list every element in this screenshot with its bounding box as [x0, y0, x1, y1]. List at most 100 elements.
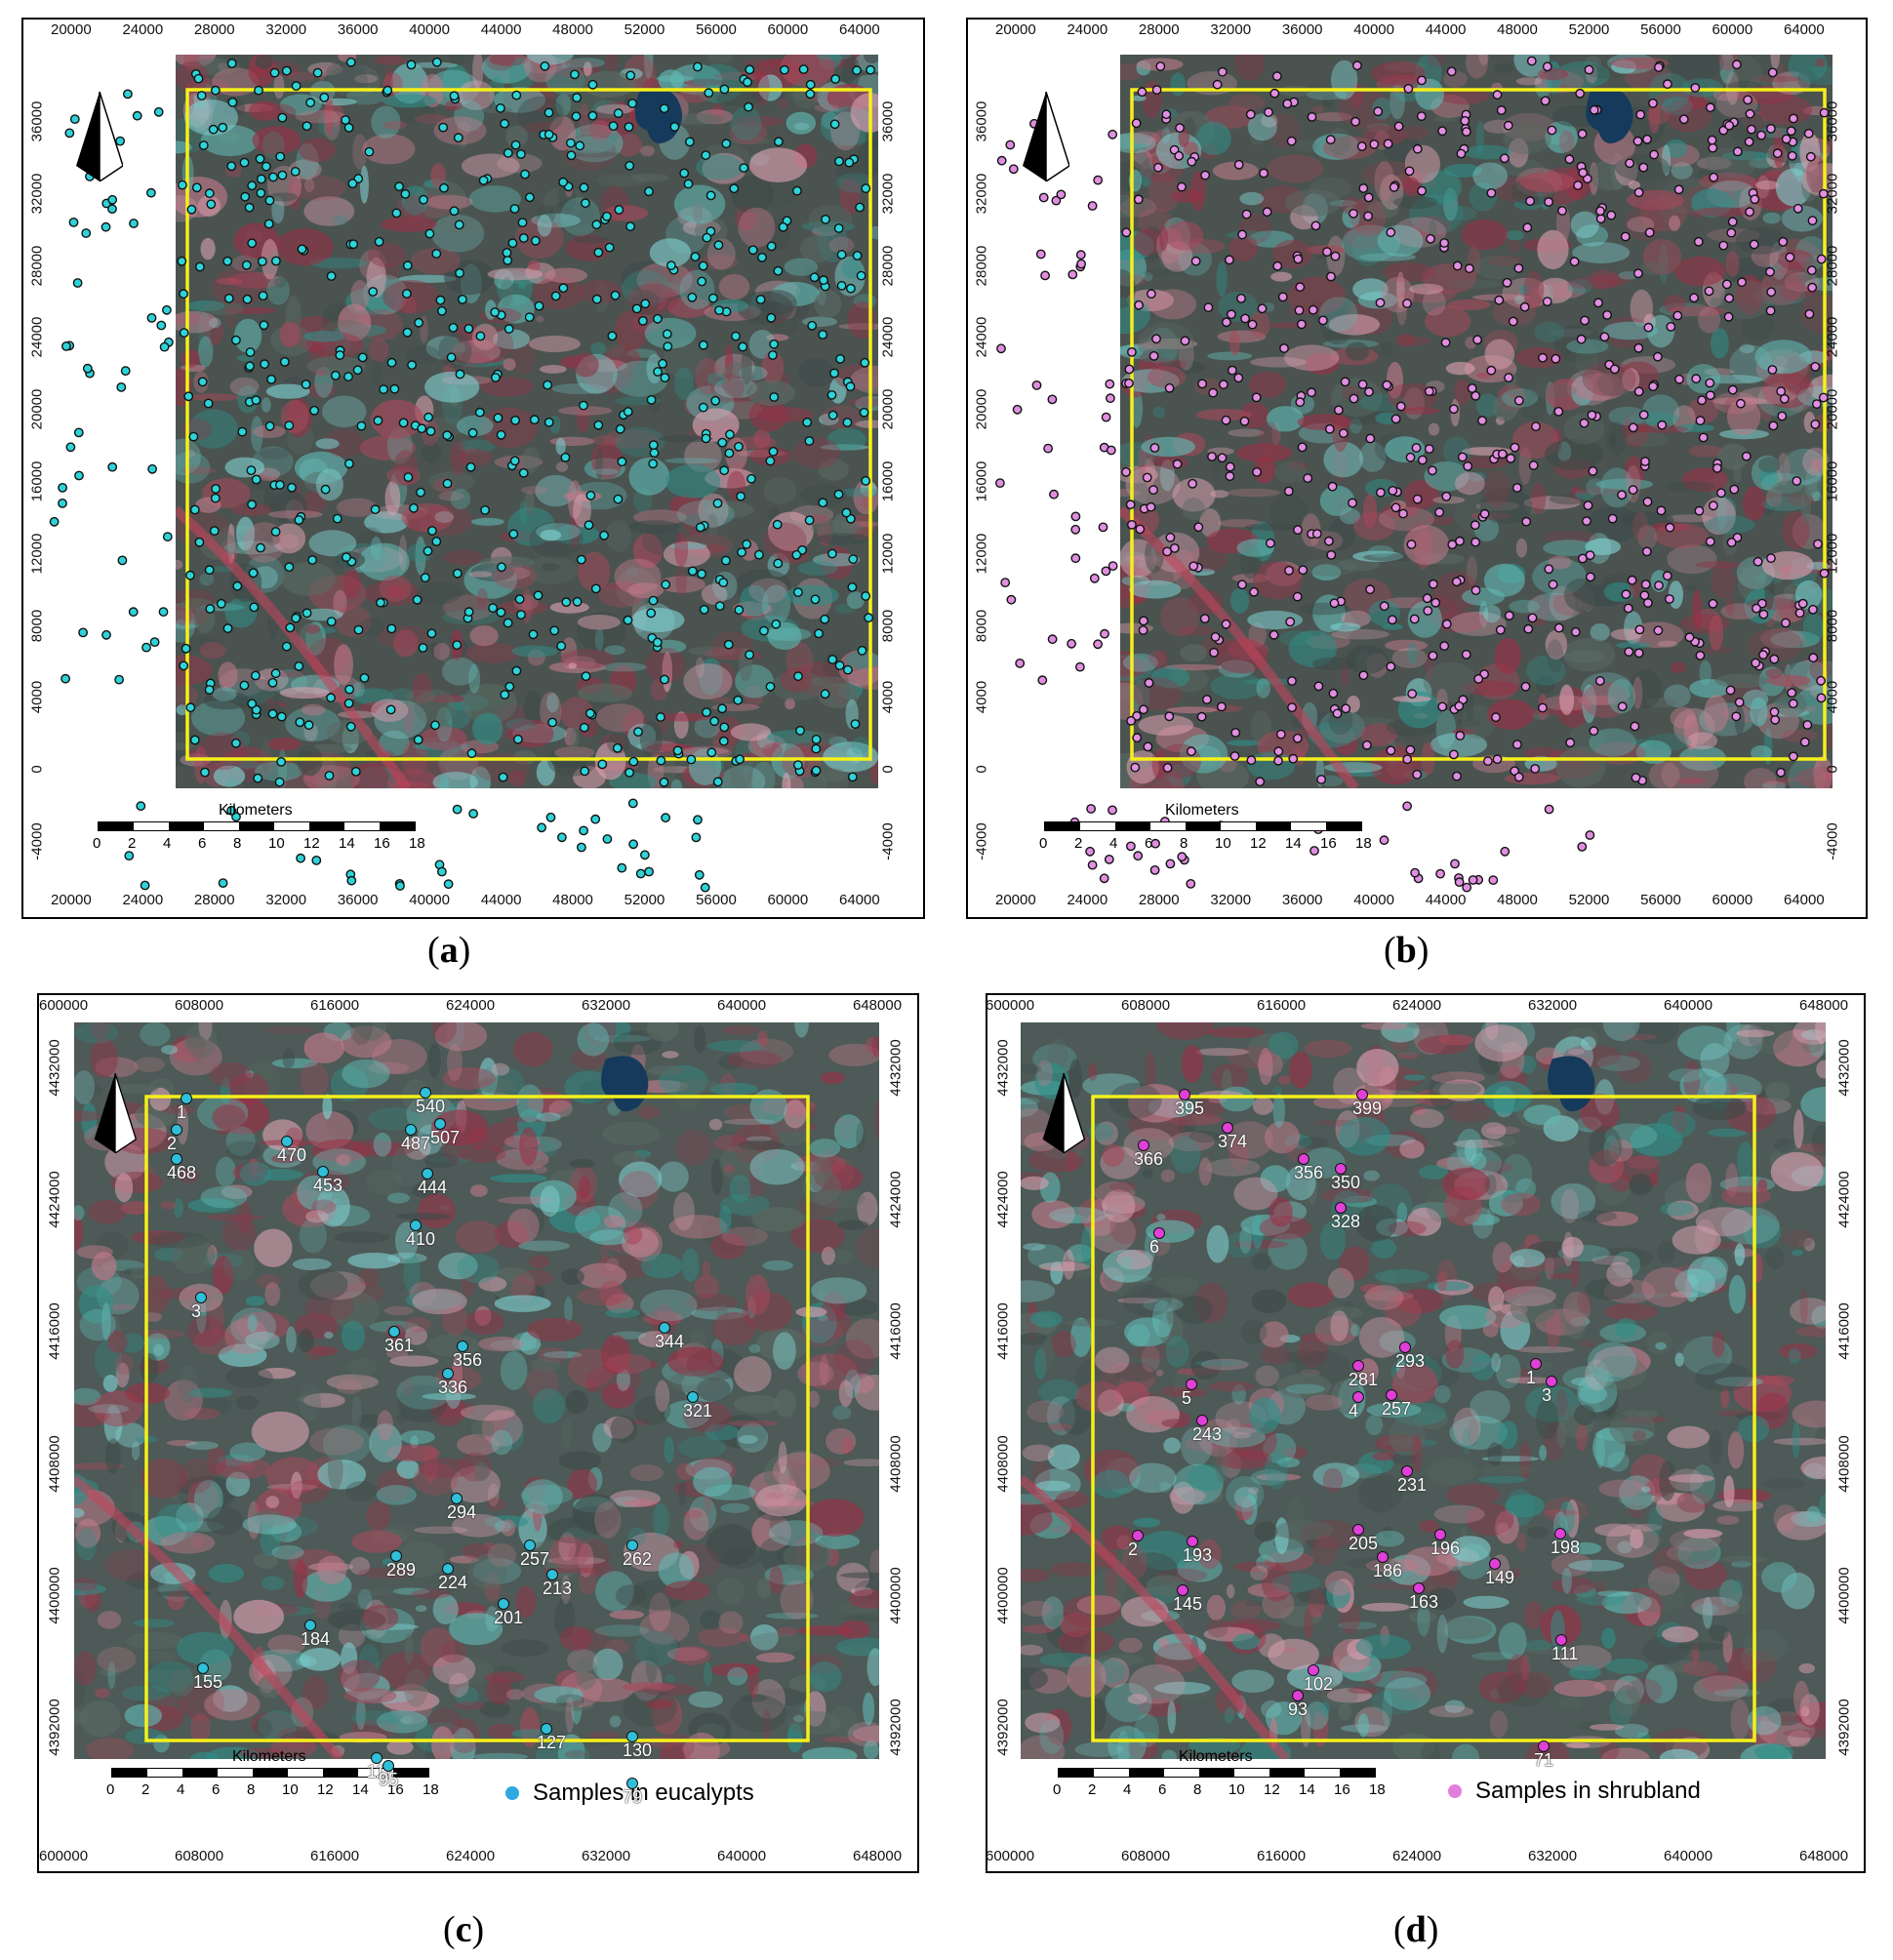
- y-tick-label: 4000: [879, 681, 897, 714]
- sample-point: [475, 331, 486, 341]
- sample-label: 507: [430, 1128, 461, 1147]
- sample-point: [577, 842, 586, 853]
- x-tick-label: 600000: [986, 1848, 1035, 1864]
- sample-point: [721, 555, 731, 566]
- sample-point: [82, 363, 93, 374]
- y-tick-label: 16000: [879, 460, 897, 502]
- sample-point: [431, 249, 442, 259]
- scale-label: 12: [1264, 1781, 1280, 1798]
- sample-point: [714, 305, 724, 315]
- scale-label: 4: [177, 1781, 185, 1798]
- x-tick-label: 632000: [582, 997, 631, 1014]
- y-tick-label: 16000: [973, 460, 990, 502]
- sample-point: [1631, 773, 1641, 782]
- sample-point: [279, 356, 290, 367]
- sample-point: [1776, 386, 1787, 396]
- x-tick-label: 24000: [122, 892, 164, 908]
- sample-point: [370, 504, 381, 515]
- sample-point: [356, 420, 367, 431]
- x-tick-label: 616000: [1257, 1848, 1307, 1864]
- sample-point: [107, 204, 117, 215]
- sample-point: [861, 475, 871, 486]
- sample-label: 6: [1149, 1237, 1160, 1257]
- sample-point: [795, 726, 805, 736]
- sample-point: [277, 170, 288, 180]
- sample-point: [302, 608, 312, 619]
- x-tick-label: 624000: [446, 1848, 496, 1864]
- sample-point: [240, 191, 251, 202]
- y-tick-label: 20000: [879, 388, 897, 430]
- sample-label: 444: [418, 1178, 448, 1197]
- sample-point: [656, 755, 666, 766]
- sample-point: [1240, 313, 1251, 324]
- sample-point: [1804, 308, 1815, 319]
- y-tick-label: 4416000: [1835, 1302, 1853, 1361]
- x-tick-label: 28000: [193, 892, 235, 908]
- sample-point: [1284, 565, 1294, 576]
- sample-point: [156, 320, 167, 331]
- sample-point: [1311, 529, 1322, 539]
- sample-point: [218, 878, 228, 888]
- sample-point: [188, 431, 199, 442]
- sample-point: [625, 221, 635, 232]
- sample-point: [407, 360, 418, 370]
- sample-point: [537, 822, 546, 833]
- sample-label: 3: [1542, 1385, 1552, 1405]
- sample-point: [305, 98, 316, 108]
- sample-point: [330, 370, 341, 380]
- sample-point: [449, 91, 460, 101]
- sample-point: [467, 427, 478, 438]
- sample-point: [61, 340, 71, 351]
- sample-point: [805, 79, 816, 90]
- sample-point: [819, 275, 828, 286]
- sample-label: 198: [1551, 1538, 1581, 1557]
- sample-point: [1792, 203, 1803, 214]
- sample-point: [73, 427, 84, 438]
- sample-point: [348, 239, 359, 250]
- sample-point: [755, 295, 766, 304]
- sample-point: [191, 182, 202, 193]
- sample-point: [417, 423, 427, 434]
- sample-point: [1575, 88, 1586, 99]
- sample-point: [766, 312, 777, 323]
- sample-point: [827, 655, 838, 664]
- sample-point: [223, 293, 234, 303]
- x-tick-label: 32000: [265, 892, 307, 908]
- sample-point: [791, 549, 802, 560]
- sample-point: [264, 195, 275, 206]
- y-tick-label: 32000: [1824, 173, 1841, 215]
- sample-point: [1816, 254, 1827, 264]
- x-tick-label: 624000: [446, 997, 496, 1014]
- legend-label-eucalypts: Samples in eucalypts: [533, 1780, 754, 1806]
- sample-point: [612, 742, 623, 753]
- sample-point: [735, 754, 745, 765]
- sample-point: [326, 693, 337, 703]
- sample-point: [1522, 222, 1533, 233]
- y-tick-label: 4000: [1824, 681, 1841, 714]
- sample-point: [259, 320, 269, 331]
- sample-point: [1133, 194, 1144, 205]
- sample-label: 71: [1534, 1750, 1554, 1770]
- sample-point: [1148, 485, 1158, 495]
- sample-point: [1202, 695, 1212, 704]
- scale-label: 0: [1053, 1781, 1062, 1798]
- sample-point: [353, 624, 364, 635]
- sample-point: [661, 580, 671, 590]
- sample-point: [284, 562, 295, 573]
- sample-point: [1093, 175, 1104, 185]
- satellite-image-c: [74, 1022, 879, 1759]
- sample-point: [357, 352, 368, 363]
- sample-point: [1583, 500, 1593, 510]
- y-tick-label: 0: [973, 765, 990, 774]
- sample-point: [129, 219, 139, 228]
- sample-label: 356: [453, 1350, 483, 1370]
- sample-point: [852, 251, 863, 260]
- sample-point: [1279, 343, 1289, 353]
- sample-point: [718, 578, 729, 587]
- sample-point: [211, 85, 221, 96]
- sample-point: [1644, 227, 1655, 238]
- x-tick-label: 40000: [409, 21, 450, 38]
- sample-point: [442, 430, 453, 441]
- y-tick-label: -4000: [973, 822, 990, 860]
- sample-point: [74, 470, 84, 481]
